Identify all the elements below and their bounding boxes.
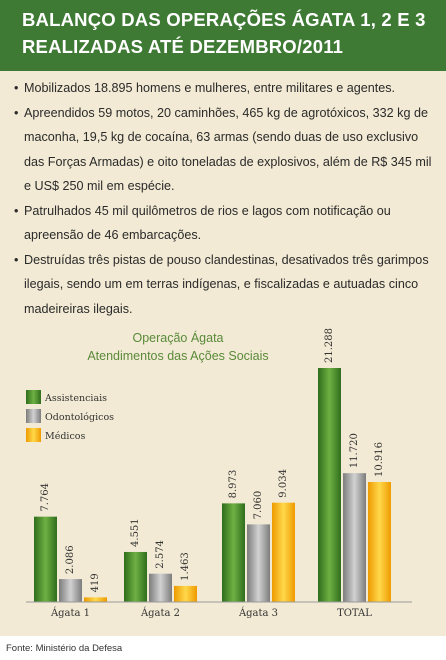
- bar-médicos-4: [368, 482, 391, 602]
- bullet-item: • Apreendidos 59 motos, 20 caminhões, 465…: [14, 101, 432, 199]
- bar-assistenciais-1: [34, 516, 57, 602]
- bar-assistenciais-4: [318, 368, 341, 602]
- bullet-text: Apreendidos 59 motos, 20 caminhões, 465 …: [24, 105, 432, 194]
- bar-médicos-3: [272, 502, 295, 602]
- source-credit: Fonte: Ministério da Defesa: [6, 643, 123, 654]
- header-title-line-2: REALIZADAS ATÉ DEZEMBRO/2011: [22, 36, 344, 57]
- category-label: Ágata 3: [238, 607, 278, 619]
- bullet-dot: •: [14, 105, 19, 120]
- data-label: 419: [90, 573, 101, 592]
- bar-chart: Operação Ágata Atendimentos das Ações So…: [26, 328, 412, 619]
- bullet-dot: •: [14, 252, 19, 267]
- data-label: 1.463: [180, 552, 191, 581]
- data-label: 9.034: [278, 469, 289, 498]
- chart-subtitle: Atendimentos das Ações Sociais: [87, 349, 268, 363]
- bar-médicos-2: [174, 585, 197, 602]
- bar-odontológicos-1: [59, 579, 82, 602]
- bullet-text: Mobilizados 18.895 homens e mulheres, en…: [24, 81, 396, 95]
- bar-odontológicos-4: [343, 473, 366, 602]
- legend-label: Assistenciais: [44, 393, 107, 404]
- data-label: 2.574: [155, 540, 166, 569]
- bar-assistenciais-2: [124, 551, 147, 602]
- bullet-text: Patrulhados 45 mil quilômetros de rios e…: [24, 203, 391, 243]
- bullet-text: Destruídas três pistas de pouso clandest…: [24, 252, 429, 316]
- data-label: 7.764: [40, 483, 51, 512]
- category-label: Ágata 2: [140, 607, 180, 619]
- data-label: 11.720: [349, 433, 360, 468]
- bar-odontológicos-2: [149, 573, 172, 602]
- bullet-item: • Destruídas três pistas de pouso clandes…: [14, 248, 432, 322]
- bullet-dot: •: [14, 81, 19, 95]
- data-label: 21.288: [324, 328, 335, 363]
- chart-title: Operação Ágata: [132, 330, 223, 345]
- data-label: 7.060: [253, 491, 264, 520]
- bullet-item: • Mobilizados 18.895 homens e mulheres, e…: [14, 76, 432, 101]
- category-labels: Ágata 1 Ágata 2 Ágata 3 TOTAL: [50, 607, 372, 619]
- data-label: 8.973: [228, 470, 239, 499]
- bullet-dot: •: [14, 203, 19, 218]
- bar-odontológicos-3: [247, 524, 270, 602]
- bar-médicos-1: [84, 597, 107, 602]
- legend-swatch-odontológicos: [26, 409, 41, 423]
- bar-assistenciais-3: [222, 503, 245, 602]
- data-label: 10.916: [374, 442, 385, 477]
- chart-legend: Assistenciais Odontológicos Médicos: [26, 390, 114, 442]
- data-label: 2.086: [65, 545, 76, 574]
- bullet-item: • Patrulhados 45 mil quilômetros de rios …: [14, 199, 432, 248]
- header-banner: BALANÇO DAS OPERAÇÕES ÁGATA 1, 2 E 3 REA…: [0, 0, 446, 71]
- chart-area: Operação Ágata Atendimentos das Ações So…: [0, 318, 446, 636]
- legend-swatch-médicos: [26, 428, 41, 442]
- legend-swatch-assistenciais: [26, 390, 41, 404]
- category-label: TOTAL: [337, 608, 372, 619]
- chart-bars: 7.764 2.086 419 4.551 2.574 1.463 8.973 7.060 9.…: [34, 328, 391, 602]
- legend-label: Odontológicos: [45, 412, 114, 423]
- legend-label: Médicos: [45, 431, 86, 442]
- header-title-line-1: BALANÇO DAS OPERAÇÕES ÁGATA 1, 2 E 3: [22, 9, 426, 30]
- summary-bullet-list: • Mobilizados 18.895 homens e mulheres, e…: [14, 76, 432, 321]
- category-label: Ágata 1: [50, 607, 90, 619]
- data-label: 4.551: [130, 518, 141, 547]
